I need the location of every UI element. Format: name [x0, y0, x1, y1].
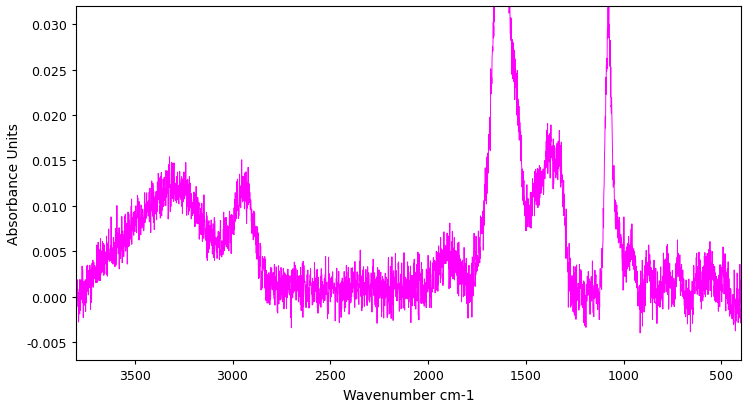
X-axis label: Wavenumber cm-1: Wavenumber cm-1	[343, 388, 474, 402]
Y-axis label: Absorbance Units: Absorbance Units	[7, 123, 21, 245]
